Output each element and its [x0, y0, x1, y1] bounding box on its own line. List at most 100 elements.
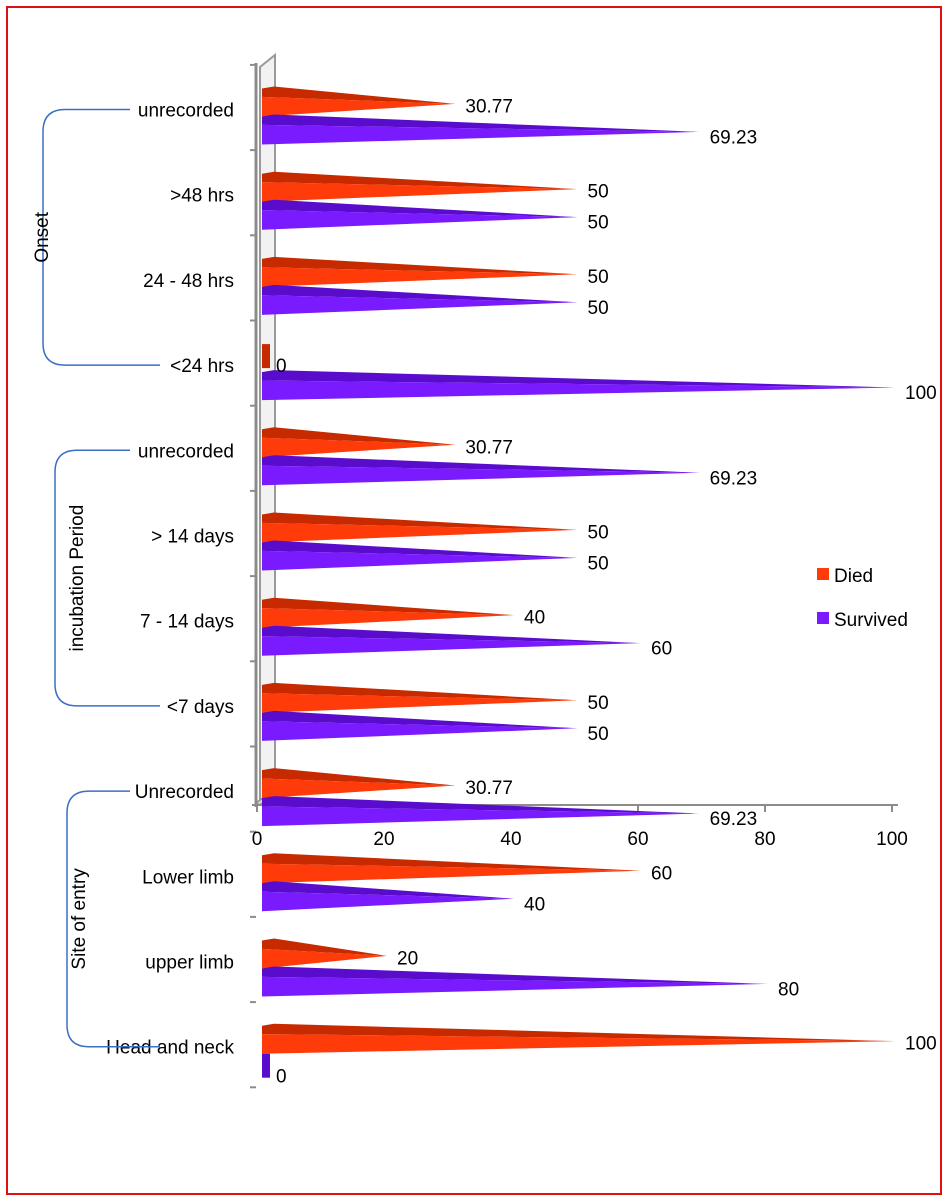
- died-bar: [262, 693, 578, 713]
- category-label: 7 - 14 days: [140, 612, 234, 633]
- survived-value-label: 60: [651, 639, 672, 660]
- survived-bar: [262, 891, 514, 912]
- x-tick-label: 0: [252, 829, 263, 850]
- died-bar: [262, 1034, 895, 1054]
- survived-bar: [262, 380, 895, 401]
- survived-bar-top: [262, 284, 578, 303]
- survived-bar: [262, 465, 700, 486]
- legend-label: Died: [834, 566, 873, 587]
- x-tick-label: 40: [500, 829, 521, 850]
- died-bar: [262, 863, 641, 884]
- survived-bar: [262, 550, 578, 571]
- died-bar: [262, 267, 578, 287]
- died-value-label: 0: [276, 356, 287, 377]
- died-value-label: 100: [905, 1034, 937, 1055]
- died-value-label: 50: [588, 182, 609, 203]
- chart-frame: [6, 6, 942, 1195]
- category-label: >48 hrs: [170, 186, 234, 207]
- survived-bar-top: [262, 455, 700, 473]
- group-label: Onset: [32, 211, 53, 262]
- survived-value-label: 50: [588, 298, 609, 319]
- survived-value-label: 50: [588, 213, 609, 234]
- survived-bar-top: [262, 966, 768, 984]
- died-bar-top: [262, 427, 456, 445]
- survived-bar-top: [262, 881, 514, 899]
- survived-value-label: 0: [276, 1067, 287, 1088]
- x-tick-label: 80: [754, 829, 775, 850]
- legend-label: Survived: [834, 610, 908, 631]
- group-brace: [54, 449, 160, 707]
- group-brace: [42, 108, 160, 366]
- died-bar: [262, 522, 578, 543]
- survived-bar-top: [262, 370, 895, 388]
- died-bar: [262, 96, 456, 117]
- died-value-label: 50: [588, 693, 609, 714]
- survived-bar: [262, 210, 578, 230]
- survived-bar-top: [262, 114, 700, 132]
- survived-value-label: 40: [524, 894, 545, 915]
- survived-bar-top: [262, 796, 700, 814]
- survived-bar: [262, 295, 578, 315]
- category-label: Unrecorded: [135, 782, 234, 803]
- survived-value-label: 50: [588, 724, 609, 745]
- legend-swatch: [817, 612, 829, 624]
- survived-bar: [262, 721, 578, 741]
- group-brace: [66, 790, 160, 1048]
- survived-bar-top: [262, 199, 578, 218]
- died-value-label: 60: [651, 863, 672, 884]
- died-bar-top: [262, 597, 514, 616]
- category-label: upper limb: [145, 953, 234, 974]
- died-bar-top: [262, 938, 387, 956]
- died-value-label: 50: [588, 267, 609, 288]
- died-bar-top: [262, 512, 578, 530]
- died-bar-top: [262, 171, 578, 190]
- survived-value-label: 69.23: [710, 809, 758, 830]
- survived-value-label: 69.23: [710, 468, 758, 489]
- survived-value-label: 50: [588, 554, 609, 575]
- group-label: incubation Period: [67, 505, 88, 652]
- category-label: Lower limb: [142, 867, 234, 888]
- survived-value-label: 80: [778, 980, 799, 1001]
- survived-bar: [262, 636, 641, 656]
- died-value-label: 30.77: [465, 778, 513, 799]
- category-label: Head and neck: [106, 1038, 234, 1059]
- died-bar: [262, 778, 456, 799]
- x-tick-label: 20: [373, 829, 394, 850]
- died-bar-top: [262, 682, 578, 701]
- category-label: 24 - 48 hrs: [143, 271, 234, 292]
- survived-value-label: 100: [905, 383, 937, 404]
- died-value-label: 30.77: [465, 437, 513, 458]
- died-bar-top: [262, 86, 456, 104]
- legend-swatch: [817, 568, 829, 580]
- category-label: <24 hrs: [170, 356, 234, 377]
- died-bar-top: [262, 768, 456, 786]
- died-value-label: 30.77: [465, 97, 513, 118]
- died-bar: [262, 182, 578, 202]
- died-bar-top: [262, 1023, 895, 1042]
- x-tick-label: 100: [876, 829, 908, 850]
- died-bar: [262, 948, 387, 969]
- survived-value-label: 69.23: [710, 128, 758, 149]
- survived-bar: [262, 976, 768, 997]
- survived-bar-top: [262, 625, 641, 644]
- survived-bar: [262, 806, 700, 827]
- died-bar: [262, 437, 456, 458]
- category-label: unrecorded: [138, 441, 234, 462]
- survived-bar-top: [262, 540, 578, 558]
- died-bar-top: [262, 256, 578, 275]
- died-value-label: 50: [588, 523, 609, 544]
- category-label: <7 days: [167, 697, 234, 718]
- died-value-label: 20: [397, 949, 418, 970]
- category-label: > 14 days: [151, 527, 234, 548]
- survived-bar-top: [262, 710, 578, 729]
- category-label: unrecorded: [138, 101, 234, 122]
- survived-bar: [262, 124, 700, 145]
- died-bar: [262, 608, 514, 628]
- died-value-label: 40: [524, 608, 545, 629]
- group-label: Site of entry: [69, 868, 90, 970]
- died-bar: [262, 344, 270, 369]
- survived-bar: [262, 1053, 270, 1078]
- died-bar-top: [262, 853, 641, 871]
- x-tick-label: 60: [627, 829, 648, 850]
